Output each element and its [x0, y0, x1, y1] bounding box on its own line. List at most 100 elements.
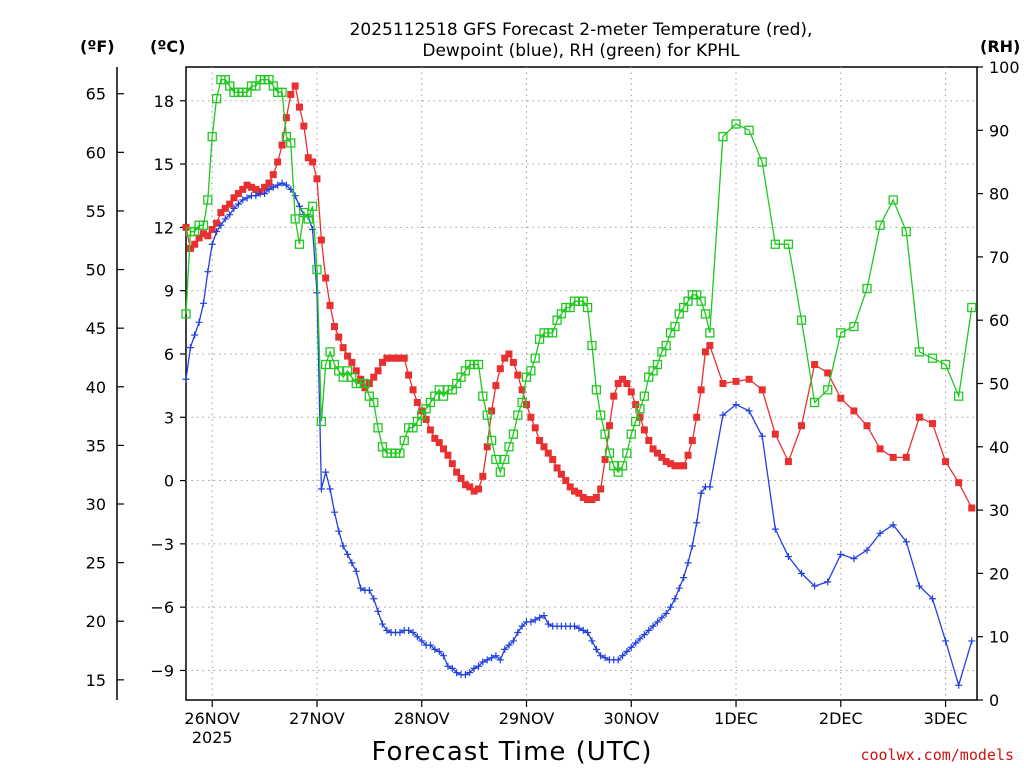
dewpoint-point	[527, 618, 535, 626]
dewpoint-point	[798, 569, 806, 577]
temperature-point	[295, 103, 303, 111]
rh-point	[587, 340, 597, 351]
rh-point	[395, 448, 405, 458]
dewpoint-point	[579, 626, 587, 634]
temperature-point	[457, 474, 465, 482]
dewpoint-point	[719, 411, 727, 419]
temperature-point	[575, 489, 583, 497]
rh-tick-label: 70	[989, 248, 1009, 267]
dewpoint-point	[208, 240, 216, 248]
dewpoint-point	[850, 555, 858, 563]
temperature-point	[326, 301, 334, 309]
temperature-point	[278, 141, 286, 149]
rh-point	[849, 321, 859, 332]
rh-point	[705, 328, 715, 338]
dewpoint-point	[771, 525, 779, 533]
temperature-point	[505, 350, 513, 358]
celsius-tick-label: 0	[164, 472, 174, 491]
rh-tick-label: 60	[989, 311, 1009, 330]
dewpoint-point	[195, 318, 203, 326]
x-tick-label: 26NOV	[184, 709, 240, 728]
celsius-tick-label: 12	[154, 218, 174, 237]
temperature-point	[798, 422, 806, 430]
rh-point	[617, 461, 628, 471]
temperature-point	[400, 354, 408, 362]
dewpoint-point	[501, 645, 509, 653]
dewpoint-point	[217, 221, 225, 229]
temperature-point	[623, 380, 631, 387]
temperature-point	[640, 426, 648, 434]
temperature-point	[208, 225, 216, 233]
rh-tick-label: 20	[989, 564, 1009, 583]
temperature-point	[527, 413, 535, 421]
dewpoint-point	[955, 681, 963, 689]
dewpoint-point	[758, 432, 766, 440]
rh-point	[901, 226, 911, 237]
celsius-tick-label: 18	[154, 92, 174, 111]
rh-point	[809, 397, 820, 408]
temperature-point	[387, 354, 395, 362]
dewpoint-point	[265, 185, 273, 193]
temperature-point	[562, 477, 570, 485]
rh-point	[622, 448, 632, 458]
dewpoint-point	[182, 375, 190, 383]
temperature-point	[570, 487, 578, 495]
dewpoint-point	[614, 656, 622, 664]
rh-point	[757, 157, 767, 167]
chart-title-line-1: 2025112518 GFS Forecast 2-meter Temperat…	[350, 20, 813, 40]
rh-point	[696, 296, 706, 306]
dewpoint-point	[252, 192, 260, 200]
rh-point	[286, 138, 296, 148]
temperature-point	[719, 380, 727, 387]
temperature-point	[889, 453, 897, 461]
dewpoint-point	[536, 614, 544, 622]
temperature-point	[553, 464, 561, 472]
dewpoint-point	[370, 595, 378, 603]
dewpoint-point	[357, 584, 365, 592]
temperature-point	[902, 453, 910, 461]
dewpoint-point	[588, 637, 596, 645]
temperature-point	[252, 185, 260, 193]
temperature-point	[199, 230, 207, 238]
dewpoint-point	[544, 620, 552, 628]
dewpoint-point	[466, 669, 474, 677]
temperature-point	[317, 236, 325, 244]
temperature-point	[557, 470, 565, 478]
dewpoint-point	[745, 407, 753, 415]
dewpoint-point	[274, 181, 282, 189]
dewpoint-point	[915, 582, 923, 590]
dewpoint-point	[282, 181, 290, 189]
credit-text: coolwx.com/models	[860, 746, 1014, 764]
temperature-point	[514, 371, 522, 379]
rh-tick-label: 100	[989, 58, 1020, 77]
x-tick-label: 27NOV	[289, 709, 345, 728]
dewpoint-point	[509, 637, 517, 645]
dewpoint-point	[902, 538, 910, 546]
dewpoint-point	[221, 215, 229, 223]
dewpoint-point	[418, 637, 426, 645]
rh-point	[508, 429, 519, 439]
rh-point	[321, 359, 331, 370]
temperature-point	[592, 493, 600, 501]
temperature-point	[667, 460, 675, 468]
dewpoint-point	[619, 652, 627, 660]
temperature-point	[732, 377, 740, 385]
dewpoint-point	[928, 595, 936, 603]
fahrenheit-tick-label: 50	[86, 261, 106, 280]
celsius-tick-label: −3	[150, 535, 174, 554]
temperature-point	[758, 386, 766, 394]
dewpoint-point	[213, 228, 221, 236]
celsius-tick-label: 9	[164, 282, 174, 301]
rh-point	[303, 214, 313, 224]
temperature-point	[234, 190, 242, 198]
dewpoint-point	[575, 624, 583, 632]
fahrenheit-tick-label: 25	[86, 554, 106, 573]
dewpoint-point	[968, 637, 976, 645]
dewpoint-point	[230, 204, 238, 212]
dewpoint-point	[863, 546, 871, 554]
rh-point	[582, 302, 593, 313]
temperature-point	[274, 158, 282, 166]
rh-point	[211, 94, 222, 104]
temperature-point	[645, 436, 653, 444]
temperature-point	[706, 342, 714, 350]
